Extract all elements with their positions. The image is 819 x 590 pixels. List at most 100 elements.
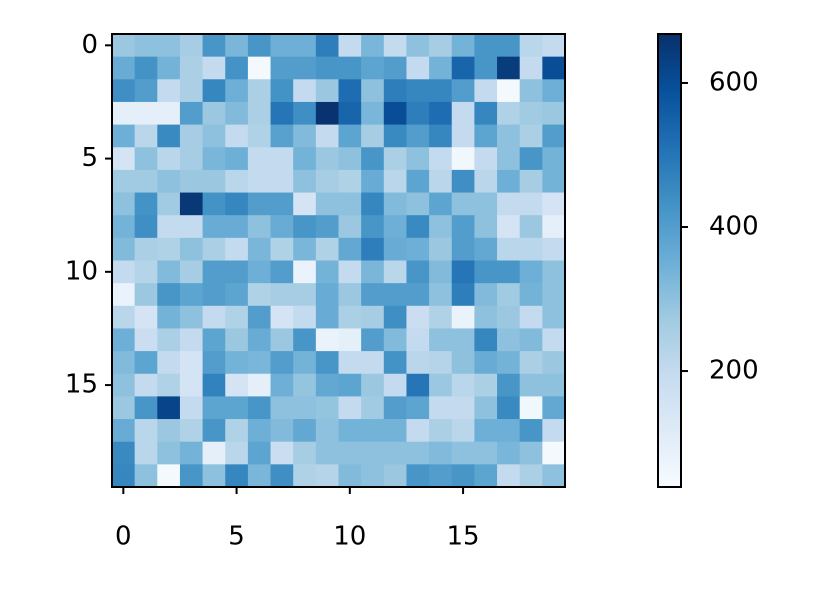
heat-cell: [179, 192, 204, 216]
x-tick-label: 0: [115, 522, 132, 552]
heat-cell: [361, 260, 385, 284]
heat-cell: [361, 373, 385, 397]
heat-cell: [202, 305, 226, 329]
heat-cell: [451, 169, 475, 194]
heat-cell: [338, 56, 362, 80]
heat-cell: [451, 373, 475, 397]
heat-cell: [383, 441, 407, 465]
heat-cell: [134, 464, 158, 488]
heat-cell: [542, 351, 566, 375]
heat-cell: [270, 101, 294, 126]
heat-cell: [497, 373, 521, 397]
heat-cell: [361, 147, 385, 171]
heat-cell: [247, 215, 272, 239]
heat-cell: [315, 192, 339, 216]
heat-cell: [383, 147, 407, 171]
heat-cell: [315, 351, 339, 375]
heat-cell: [112, 56, 136, 80]
heat-cell: [542, 464, 566, 488]
heat-cell: [383, 101, 407, 126]
heat-cell: [315, 147, 339, 171]
heat-cell: [429, 419, 453, 443]
heat-cell: [202, 464, 226, 488]
heat-cell: [451, 305, 475, 329]
heat-cell: [179, 328, 204, 352]
heat-cell: [202, 283, 226, 307]
heat-cell: [338, 101, 362, 126]
heat-cell: [338, 441, 362, 465]
heat-cell: [112, 169, 136, 194]
heat-cell: [361, 192, 385, 216]
heat-cell: [429, 101, 453, 126]
heat-cell: [429, 56, 453, 80]
heat-cell: [270, 396, 294, 420]
heat-cell: [361, 419, 385, 443]
heat-cell: [315, 56, 339, 80]
heat-cell: [429, 396, 453, 420]
heat-cell: [361, 34, 385, 58]
heat-cell: [202, 79, 226, 103]
heat-cell: [474, 305, 498, 329]
heat-cell: [406, 79, 430, 103]
heat-cell: [225, 328, 249, 352]
heat-cell: [429, 305, 453, 329]
heat-cell: [179, 79, 204, 103]
heat-cell: [406, 101, 430, 126]
colorbar-tick-label: 200: [709, 356, 759, 386]
heat-cell: [134, 79, 158, 103]
heat-cell: [429, 237, 453, 261]
heat-cell: [451, 34, 475, 58]
heat-cell: [112, 260, 136, 284]
heat-cell: [383, 328, 407, 352]
heat-cell: [157, 34, 181, 58]
heat-cell: [474, 56, 498, 80]
heat-cell: [134, 283, 158, 307]
heat-cell: [338, 192, 362, 216]
heat-cell: [406, 169, 430, 194]
heat-cell: [225, 373, 249, 397]
heat-cell: [383, 373, 407, 397]
heat-cell: [112, 328, 136, 352]
heat-cell: [112, 305, 136, 329]
y-tick-label: 5: [81, 143, 98, 173]
heat-cell: [519, 215, 543, 239]
heat-cell: [429, 283, 453, 307]
heat-cell: [497, 260, 521, 284]
heat-cell: [293, 192, 317, 216]
heat-cell: [497, 396, 521, 420]
heat-cell: [383, 351, 407, 375]
heat-cell: [134, 147, 158, 171]
heat-cell: [338, 464, 362, 488]
heat-cell: [406, 192, 430, 216]
heat-cell: [157, 237, 181, 261]
heat-cell: [429, 192, 453, 216]
heat-cell: [519, 260, 543, 284]
heat-cell: [315, 396, 339, 420]
heat-cell: [519, 192, 543, 216]
heat-cell: [474, 396, 498, 420]
heat-cell: [315, 124, 339, 148]
heat-cell: [542, 124, 566, 148]
heat-cell: [361, 237, 385, 261]
heat-cell: [247, 56, 272, 80]
heat-cell: [361, 56, 385, 80]
heat-cell: [270, 351, 294, 375]
heat-cell: [474, 34, 498, 58]
heat-cell: [406, 441, 430, 465]
heat-cell: [383, 419, 407, 443]
heat-cell: [497, 283, 521, 307]
heat-cell: [383, 396, 407, 420]
heat-cell: [247, 373, 272, 397]
heat-cell: [179, 373, 204, 397]
heat-cell: [429, 147, 453, 171]
heat-cell: [406, 373, 430, 397]
heat-cell: [225, 441, 249, 465]
heat-cell: [270, 441, 294, 465]
heat-cell: [451, 79, 475, 103]
heat-cell: [497, 192, 521, 216]
heat-cell: [112, 283, 136, 307]
heat-cell: [406, 283, 430, 307]
heat-cell: [247, 147, 272, 171]
heat-cell: [202, 351, 226, 375]
heat-cell: [112, 419, 136, 443]
